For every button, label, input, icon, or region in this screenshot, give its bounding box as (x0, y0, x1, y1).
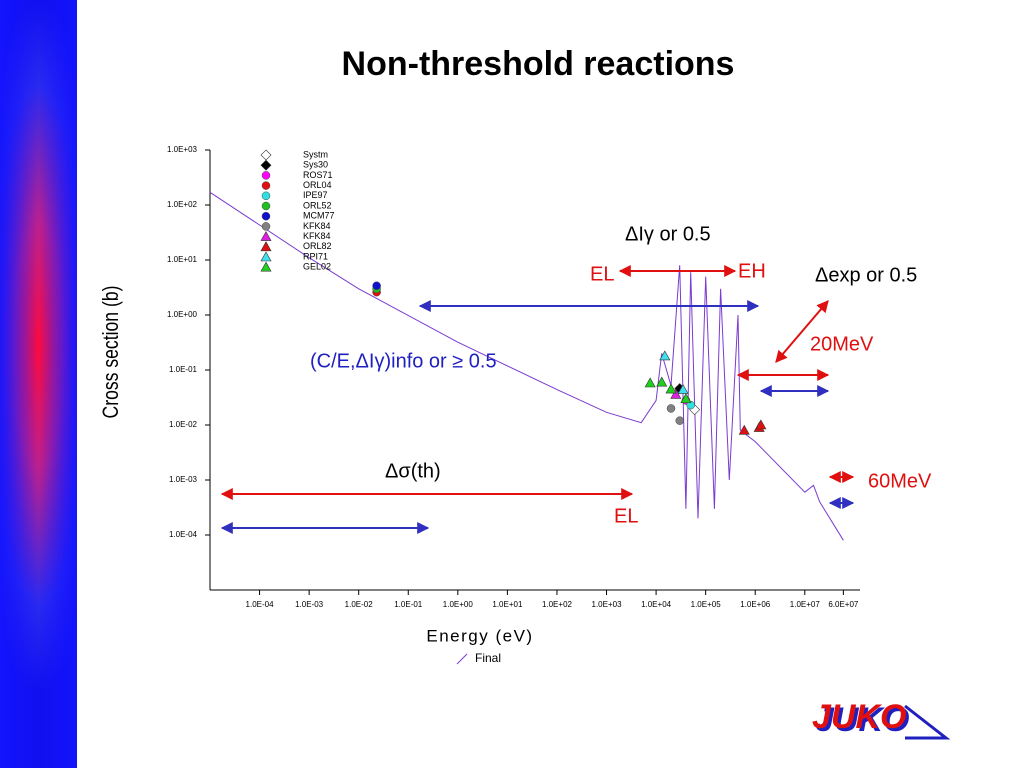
annotation: (C/E,ΔIγ)info or ≥ 0.5 (310, 350, 497, 372)
legend-label: ORL82 (303, 241, 332, 251)
legend-label: ROS71 (303, 170, 333, 180)
logo-mark (904, 704, 951, 740)
annotation: ΔIγ or 0.5 (625, 223, 711, 245)
legend-swatch (260, 149, 272, 161)
annotation: 60MeV (868, 470, 932, 492)
arrows (220, 265, 855, 534)
legend-swatch (261, 222, 271, 231)
x-tick-label: 1.0E-01 (394, 600, 423, 609)
data-point (656, 376, 668, 387)
legend-label: MCM77 (303, 211, 335, 221)
annotation: EH (738, 260, 766, 282)
legend-label: Sys30 (303, 160, 328, 170)
annotation: Δσ(th) (385, 460, 441, 482)
data-point (644, 377, 656, 388)
x-tick-label: 1.0E+05 (691, 600, 722, 609)
data-point (677, 383, 689, 394)
x-axis-label: Energy (eV) (426, 626, 533, 645)
data-point (372, 281, 381, 291)
legend-label: IPE97 (303, 190, 328, 200)
x-tick-label: 1.0E+01 (492, 600, 523, 609)
legend-label: ORL52 (303, 200, 332, 210)
y-tick-label: 1.0E-04 (169, 530, 198, 539)
x-tick-label: 1.0E+06 (740, 600, 771, 609)
legend-label: RPI71 (303, 251, 328, 261)
x-tick-label: 1.0E-02 (345, 600, 374, 609)
plot: 1.0E+03 1.0E+02 1.0E+01 1.0E+00 1.0E-01 1.0E-… (167, 145, 860, 665)
y-tick-label: 1.0E-02 (169, 420, 198, 429)
data-point (675, 416, 684, 425)
x-tick-label: 1.0E+00 (443, 600, 474, 609)
x-tick-label: 6.0E+07 (828, 600, 859, 609)
legend-label: Systm (303, 149, 328, 159)
legend-label: KFK84 (303, 221, 331, 231)
arrow (775, 300, 829, 363)
logo: JUKO (812, 698, 906, 736)
legend-swatch (261, 211, 271, 221)
logo-shadow: JUKO (815, 701, 909, 739)
legend-label: KFK84 (303, 231, 331, 241)
y-axis-label: Cross section (b) (99, 286, 123, 419)
annotation: EL (614, 505, 638, 527)
annotation: 20MeV (810, 333, 874, 355)
data-point (738, 424, 750, 435)
x-tick-label: 1.0E+07 (790, 600, 821, 609)
y-tick-label: 1.0E+00 (167, 310, 198, 319)
legend-swatch (261, 201, 271, 211)
x-tick-label: 1.0E+03 (592, 600, 623, 609)
data-point (755, 419, 767, 430)
y-tick-label: 1.0E-01 (169, 365, 198, 374)
legend-swatch (261, 171, 271, 180)
annotation: Δexp or 0.5 (815, 264, 917, 286)
legend-swatch (260, 251, 272, 262)
y-tick-label: 1.0E+01 (167, 255, 198, 264)
x-tick-label: 1.0E-03 (295, 600, 324, 609)
x-tick-label: 1.0E+04 (641, 600, 672, 609)
legend-swatch (260, 230, 272, 241)
data-point (680, 393, 692, 404)
x-tick-label: 1.0E-04 (246, 600, 275, 609)
legend-swatch (261, 181, 271, 190)
legend-swatch (260, 261, 272, 272)
sidebar-shade (0, 0, 77, 768)
legend-label: GEL02 (303, 262, 331, 272)
legend-label: Final (475, 651, 501, 665)
legend-swatch (456, 653, 468, 665)
data-point (659, 350, 671, 361)
legend-swatch (260, 241, 272, 252)
legend-swatch (261, 191, 271, 201)
data-point (686, 400, 695, 410)
data-point (666, 404, 676, 413)
data-point (665, 383, 677, 394)
annotation: EL (590, 263, 614, 285)
y-tick-label: 1.0E+02 (167, 200, 198, 209)
slide-title: Non-threshold reactions (342, 45, 735, 83)
x-tick-label: 1.0E+02 (542, 600, 573, 609)
legend-swatch (260, 159, 272, 171)
legend-label: ORL04 (303, 180, 332, 190)
y-tick-label: 1.0E+03 (167, 145, 198, 154)
y-tick-label: 1.0E-03 (169, 475, 198, 484)
